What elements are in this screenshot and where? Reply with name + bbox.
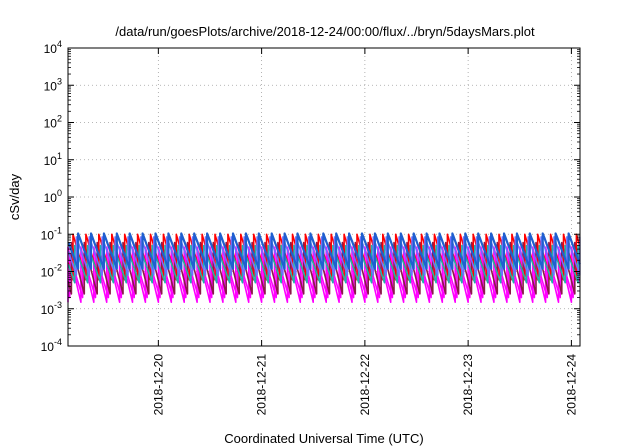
y-tick-label: 103 (44, 76, 62, 93)
y-tick-label: 101 (44, 151, 62, 168)
x-tick-label: 2018-12-20 (151, 354, 165, 416)
series-group (67, 232, 581, 303)
y-tick-label: 100 (44, 188, 62, 205)
chart-title: /data/run/goesPlots/archive/2018-12-24/0… (115, 24, 535, 39)
x-axis: 2018-12-20 2018-12-21 2018-12-22 2018-12-23… (151, 48, 578, 415)
x-tick-label: 2018-12-22 (358, 354, 372, 416)
y-axis: 10-4 10-3 10-2 10-1 100 101 102 103 104 (41, 39, 580, 354)
series-line (67, 232, 581, 270)
x-tick-label: 2018-12-23 (461, 354, 475, 416)
x-tick-label: 2018-12-21 (255, 354, 269, 416)
x-tick-label: 2018-12-24 (564, 354, 578, 416)
x-axis-label: Coordinated Universal Time (UTC) (224, 431, 423, 446)
y-tick-label: 10-3 (41, 300, 62, 317)
y-tick-label: 102 (44, 114, 62, 131)
y-tick-label: 104 (44, 39, 62, 56)
y-tick-label: 10-2 (41, 263, 62, 280)
y-axis-label: cSv/day (7, 173, 22, 220)
y-tick-label: 10-4 (41, 337, 62, 354)
y-tick-label: 10-1 (41, 225, 62, 242)
